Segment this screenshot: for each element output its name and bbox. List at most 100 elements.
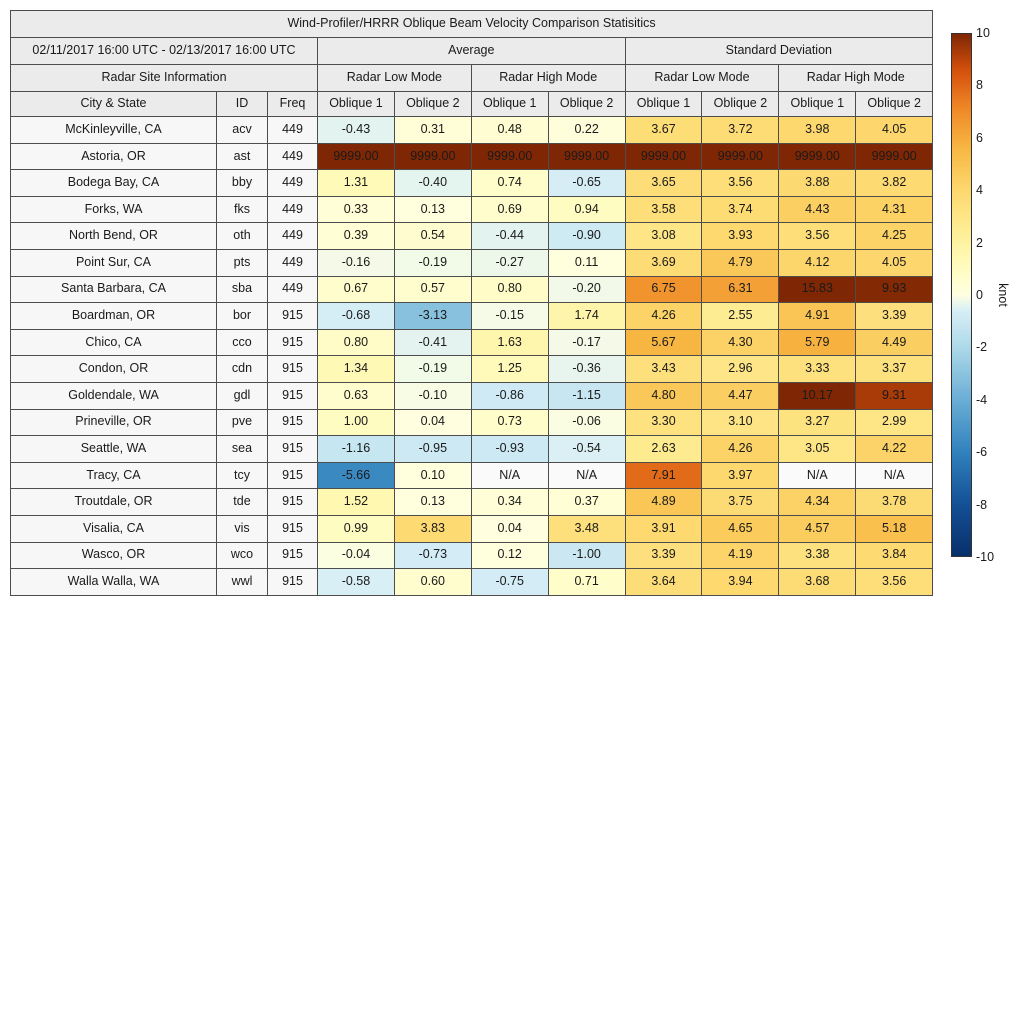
- cell-value: 4.43: [778, 195, 857, 224]
- colorbar-tick-label: -2: [976, 340, 988, 355]
- colorbar: 10 8 6 4 2 0 -2 -4 -6 -8 -10 knot: [951, 26, 1021, 564]
- cell-value: 1.63: [470, 328, 549, 357]
- col-avg-low-oblique2: Oblique 2: [393, 91, 472, 117]
- table-row: Wasco, OR wco 915 -0.04 -0.73 0.12 -1.00 3.39 4.…: [10, 541, 934, 570]
- cell-value: 0.04: [470, 514, 549, 543]
- cell-frequency: 449: [267, 222, 318, 250]
- cell-city-state: North Bend, OR: [10, 222, 217, 250]
- cell-value: -0.19: [393, 355, 472, 383]
- cell-value: -0.43: [317, 116, 395, 144]
- date-range: 02/11/2017 16:00 UTC - 02/13/2017 16:00 …: [10, 37, 318, 65]
- table-header: Wind-Profiler/HRRR Oblique Beam Velocity…: [9, 10, 934, 117]
- cell-value: -0.06: [547, 408, 626, 437]
- cell-value: 6.31: [701, 275, 780, 304]
- cell-value: 4.19: [701, 541, 780, 570]
- cell-value: 1.52: [317, 488, 395, 516]
- cell-value: 3.68: [778, 568, 857, 596]
- cell-frequency: 915: [267, 514, 318, 543]
- cell-site-id: oth: [216, 222, 268, 250]
- cell-value: -0.04: [317, 541, 395, 570]
- cell-value: 7.91: [624, 461, 703, 490]
- cell-frequency: 449: [267, 142, 318, 171]
- table-row: Santa Barbara, CA sba 449 0.67 0.57 0.80 -0.20…: [10, 275, 934, 304]
- cell-value: 3.56: [701, 169, 780, 197]
- cell-value: -0.10: [393, 381, 472, 410]
- cell-frequency: 915: [267, 461, 318, 490]
- cell-value: 4.49: [855, 328, 934, 357]
- cell-value: 9.93: [855, 275, 934, 304]
- cell-value: 1.25: [470, 355, 549, 383]
- cell-value: 1.74: [547, 302, 626, 330]
- table-row: Bodega Bay, CA bby 449 1.31 -0.40 0.74 -0.65 3.…: [10, 169, 934, 197]
- colorbar-tick-label: 0: [976, 288, 983, 302]
- group-average-low-mode: Radar Low Mode: [317, 64, 472, 92]
- cell-value: 3.58: [624, 195, 703, 224]
- cell-value: 3.10: [701, 408, 780, 437]
- table-row: Troutdale, OR tde 915 1.52 0.13 0.34 0.37 4.89 3…: [10, 488, 934, 516]
- cell-city-state: Forks, WA: [10, 195, 217, 224]
- cell-frequency: 449: [267, 248, 318, 277]
- cell-value: 9.31: [855, 381, 934, 410]
- cell-city-state: Santa Barbara, CA: [10, 275, 217, 304]
- table-row: North Bend, OR oth 449 0.39 0.54 -0.44 -0.90 3.…: [10, 222, 934, 250]
- cell-city-state: Astoria, OR: [10, 142, 217, 171]
- cell-value: 3.93: [701, 222, 780, 250]
- cell-value: -0.20: [547, 275, 626, 304]
- cell-value: N/A: [470, 461, 549, 490]
- colorbar-tick-label: 6: [976, 130, 983, 145]
- cell-value: -1.16: [317, 435, 395, 463]
- cell-city-state: Chico, CA: [10, 328, 217, 357]
- statistics-table: Wind-Profiler/HRRR Oblique Beam Velocity…: [9, 10, 934, 596]
- table-row: Seattle, WA sea 915 -1.16 -0.95 -0.93 -0.54 2.6…: [10, 435, 934, 463]
- cell-value: 0.34: [470, 488, 549, 516]
- cell-frequency: 915: [267, 408, 318, 437]
- cell-value: 3.56: [855, 568, 934, 596]
- cell-value: 5.79: [778, 328, 857, 357]
- cell-site-id: gdl: [216, 381, 268, 410]
- cell-value: 2.99: [855, 408, 934, 437]
- cell-value: 4.79: [701, 248, 780, 277]
- col-avg-low-oblique1: Oblique 1: [317, 91, 395, 117]
- cell-frequency: 915: [267, 488, 318, 516]
- cell-value: 4.12: [778, 248, 857, 277]
- cell-value: 3.05: [778, 435, 857, 463]
- cell-value: 15.83: [778, 275, 857, 304]
- cell-frequency: 449: [267, 275, 318, 304]
- cell-value: 3.39: [855, 302, 934, 330]
- cell-city-state: Goldendale, WA: [10, 381, 217, 410]
- cell-value: 4.89: [624, 488, 703, 516]
- cell-value: 1.34: [317, 355, 395, 383]
- cell-value: 4.30: [701, 328, 780, 357]
- cell-frequency: 449: [267, 116, 318, 144]
- cell-value: 3.38: [778, 541, 857, 570]
- cell-value: -0.73: [393, 541, 472, 570]
- cell-value: 4.91: [778, 302, 857, 330]
- cell-value: 2.96: [701, 355, 780, 383]
- col-sd-high-oblique2: Oblique 2: [855, 91, 934, 117]
- cell-value: 4.57: [778, 514, 857, 543]
- cell-value: 9999.00: [317, 142, 395, 171]
- cell-value: 4.05: [855, 116, 934, 144]
- cell-value: 4.05: [855, 248, 934, 277]
- col-avg-high-oblique1: Oblique 1: [470, 91, 549, 117]
- cell-value: 3.48: [547, 514, 626, 543]
- cell-site-id: tde: [216, 488, 268, 516]
- cell-value: -0.90: [547, 222, 626, 250]
- cell-site-id: ast: [216, 142, 268, 171]
- colorbar-tick-label: 4: [976, 183, 983, 198]
- cell-value: 3.72: [701, 116, 780, 144]
- cell-value: 4.26: [624, 302, 703, 330]
- group-stddev-low-mode: Radar Low Mode: [624, 64, 780, 92]
- cell-value: 0.80: [470, 275, 549, 304]
- cell-value: 0.74: [470, 169, 549, 197]
- cell-value: -1.15: [547, 381, 626, 410]
- cell-city-state: Visalia, CA: [10, 514, 217, 543]
- cell-value: 0.39: [317, 222, 395, 250]
- cell-frequency: 915: [267, 435, 318, 463]
- cell-value: 3.97: [701, 461, 780, 490]
- cell-value: 0.37: [547, 488, 626, 516]
- colorbar-tick-label: -8: [976, 497, 988, 512]
- cell-value: 3.74: [701, 195, 780, 224]
- table-row: Astoria, OR ast 449 9999.00 9999.00 9999.00 99…: [10, 142, 934, 171]
